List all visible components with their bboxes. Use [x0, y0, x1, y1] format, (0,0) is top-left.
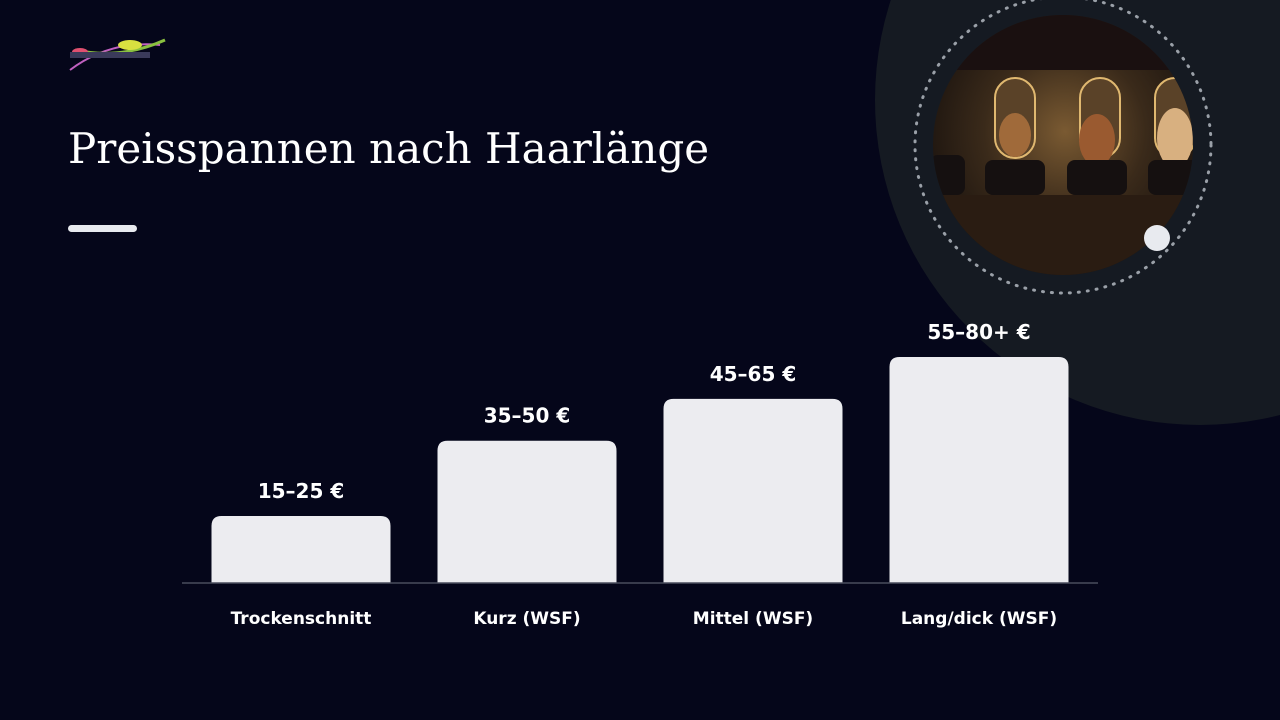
- bar: [437, 440, 617, 583]
- x-tick-label: Mittel (WSF): [693, 609, 813, 629]
- x-tick-label: Lang/dick (WSF): [901, 609, 1057, 629]
- slide-title: Preisspannen nach Haarlänge: [68, 124, 709, 173]
- dotted-ring: [913, 0, 1213, 295]
- bar: [211, 516, 391, 583]
- bar: [889, 357, 1069, 583]
- value-label: 15–25 €: [258, 479, 345, 503]
- logo: [69, 38, 166, 71]
- x-tick-label: Kurz (WSF): [473, 609, 580, 629]
- value-label: 55–80+ €: [927, 320, 1030, 344]
- chart: 15–25 € Trockenschnitt 35–50 € Kurz (WSF) 45…: [182, 320, 1098, 629]
- value-label: 45–65 €: [710, 362, 797, 386]
- value-label: 35–50 €: [484, 404, 571, 428]
- accent-dot: [1144, 225, 1170, 251]
- title-underline: [68, 225, 137, 232]
- bar: [663, 398, 843, 583]
- x-tick-label: Trockenschnitt: [231, 609, 372, 629]
